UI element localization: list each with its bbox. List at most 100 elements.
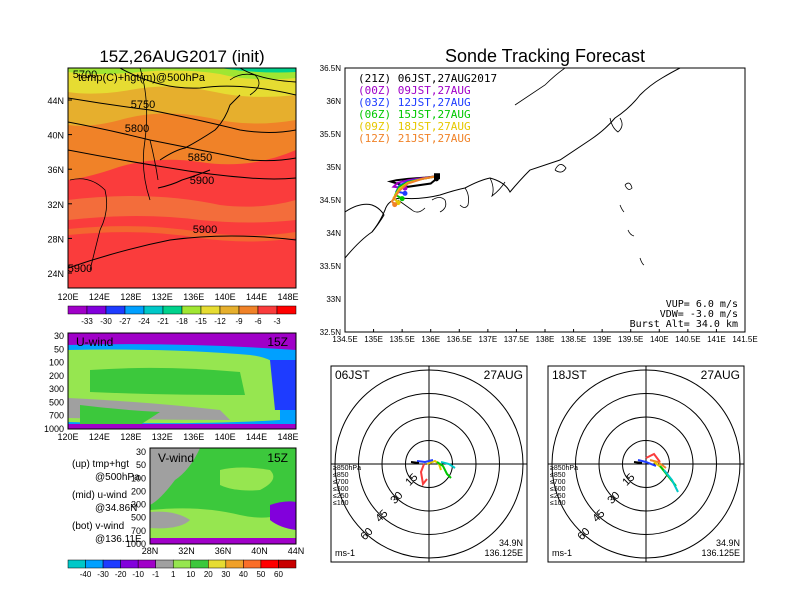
lat-tick-label: 40N	[251, 546, 268, 556]
lon-tick-label: 128E	[120, 432, 141, 442]
u-wind-pressure-ticks: 30 50 100 200 300 500 700 1000	[44, 331, 64, 434]
pressure-legend: ≥850hPa	[550, 465, 578, 472]
pressure-tick-label: 300	[131, 500, 146, 510]
legend-entry: (06Z) 15JST,27AUG	[358, 108, 471, 121]
pressure-legend: ≤850	[550, 472, 566, 479]
pressure-legend: ≤500	[333, 486, 349, 493]
temperature-field	[68, 68, 296, 288]
wind-hodograph	[645, 452, 661, 463]
tracking-lon-ticks: 134.5E 135E 135.5E 136E 136.5E 137E 137.5E 138E…	[332, 329, 758, 344]
u-wind-time: 15Z	[267, 335, 288, 349]
colorbar-label: -21	[157, 317, 169, 326]
colorbar-swatch	[190, 559, 209, 569]
left-map-frame	[67, 67, 297, 289]
left-map-coastlines	[69, 68, 260, 271]
colorbar-swatch	[102, 559, 121, 569]
colorbar-swatch	[137, 559, 156, 569]
pressure-tick-label: 1000	[44, 424, 64, 434]
colorbar-swatch	[86, 305, 107, 315]
lon-tick-label: 144E	[246, 432, 267, 442]
colorbar-swatch	[208, 559, 227, 569]
note-line: (up) tmp+hgt	[72, 459, 129, 470]
lat-tick-label: 44N	[288, 546, 305, 556]
colorbar-label: -15	[195, 317, 207, 326]
colorbar-swatch	[120, 559, 139, 569]
lon-tick-label: 139.5E	[618, 335, 643, 344]
lon-tick-label: 138E	[536, 335, 555, 344]
polar-lon: 136.125E	[484, 548, 523, 558]
colorbar-label: -20	[115, 570, 127, 579]
info-line: VUP= 6.0 m/s	[666, 299, 738, 310]
wind-hodograph	[436, 461, 452, 479]
lat-tick-label: 33.5N	[320, 262, 342, 271]
lon-tick-label: 138.5E	[561, 335, 586, 344]
lon-tick-label: 141E	[707, 335, 726, 344]
lon-tick-label: 140E	[215, 432, 236, 442]
lat-tick-label: 24N	[47, 269, 64, 279]
pressure-tick-label: 100	[131, 473, 146, 483]
polar-unit: ms-1	[335, 548, 355, 558]
lat-tick-label: 36N	[215, 546, 232, 556]
colorbar-label: -9	[235, 317, 243, 326]
colorbar-label: 10	[186, 570, 195, 579]
polar-time: 18JST	[552, 368, 587, 382]
v-wind-time: 15Z	[267, 451, 288, 465]
pressure-tick-label: 500	[131, 513, 146, 523]
tracking-map-coastlines	[345, 68, 681, 266]
lon-tick-label: 135.5E	[389, 335, 414, 344]
lon-tick-label: 135E	[364, 335, 383, 344]
lat-tick-label: 28N	[47, 234, 64, 244]
lon-tick-label: 140E	[215, 292, 236, 302]
lat-tick-label: 33N	[326, 295, 341, 304]
pressure-legend: ≤700	[333, 479, 349, 486]
colorbar-swatch	[105, 305, 126, 315]
lon-tick-label: 120E	[57, 292, 78, 302]
left-map-overlay-label: temp(C)+hgt(m)@500hPa	[78, 72, 206, 84]
u-wind-frame	[67, 332, 297, 430]
contour-label: 5800	[125, 123, 149, 135]
lat-tick-label: 28N	[142, 546, 159, 556]
u-wind-field	[68, 333, 296, 429]
contour-label: 5850	[188, 152, 212, 164]
lon-tick-label: 136E	[421, 335, 440, 344]
colorbar-label: -30	[97, 570, 109, 579]
info-line: VDW= -3.0 m/s	[660, 309, 738, 320]
colorbar-label: -3	[273, 317, 281, 326]
lon-tick-label: 132E	[152, 292, 173, 302]
pressure-tick-label: 700	[131, 526, 146, 536]
wind-colorbar: -40 -30 -20 -10 -1 1 10 20 30 40 50 60	[67, 559, 297, 579]
legend-entry: (09Z) 18JST,27AUG	[358, 120, 471, 133]
lon-tick-label: 140E	[650, 335, 669, 344]
colorbar-swatch	[276, 305, 297, 315]
lat-tick-label: 32N	[47, 200, 64, 210]
lon-tick-label: 136.5E	[447, 335, 472, 344]
pressure-tick-label: 50	[136, 460, 146, 470]
note-line: @500hPa	[95, 472, 140, 483]
sonde-track	[390, 175, 438, 206]
colorbar-label: 40	[239, 570, 248, 579]
colorbar-swatch	[181, 305, 202, 315]
lon-tick-label: 144E	[246, 292, 267, 302]
wind-hodograph	[663, 469, 679, 493]
u-wind-lon-ticks: 120E 124E 128E 132E 136E 140E 144E 148E	[57, 432, 298, 442]
pressure-legend: ≤100	[333, 500, 349, 507]
colorbar-label: -40	[80, 570, 92, 579]
polar-date: 27AUG	[701, 368, 740, 382]
colorbar-swatch	[143, 305, 164, 315]
wind-hodograph	[419, 463, 428, 487]
launch-point	[434, 173, 440, 180]
pressure-tick-label: 300	[49, 384, 64, 394]
left-map-title: 15Z,26AUG2017 (init)	[99, 47, 264, 66]
wind-hodograph	[637, 459, 657, 467]
contour-labels: 5750 5800 5850 5900 5900 5900 5700	[68, 69, 217, 275]
pressure-legend: ≤250	[550, 493, 566, 500]
legend-entry: (21Z) 06JST,27AUG2017	[358, 72, 497, 85]
wind-hodograph	[440, 461, 456, 469]
v-wind-field	[150, 448, 296, 544]
colorbar-label: -30	[100, 317, 112, 326]
pressure-tick-label: 30	[54, 331, 64, 341]
note-line: @136.11E	[95, 534, 142, 545]
